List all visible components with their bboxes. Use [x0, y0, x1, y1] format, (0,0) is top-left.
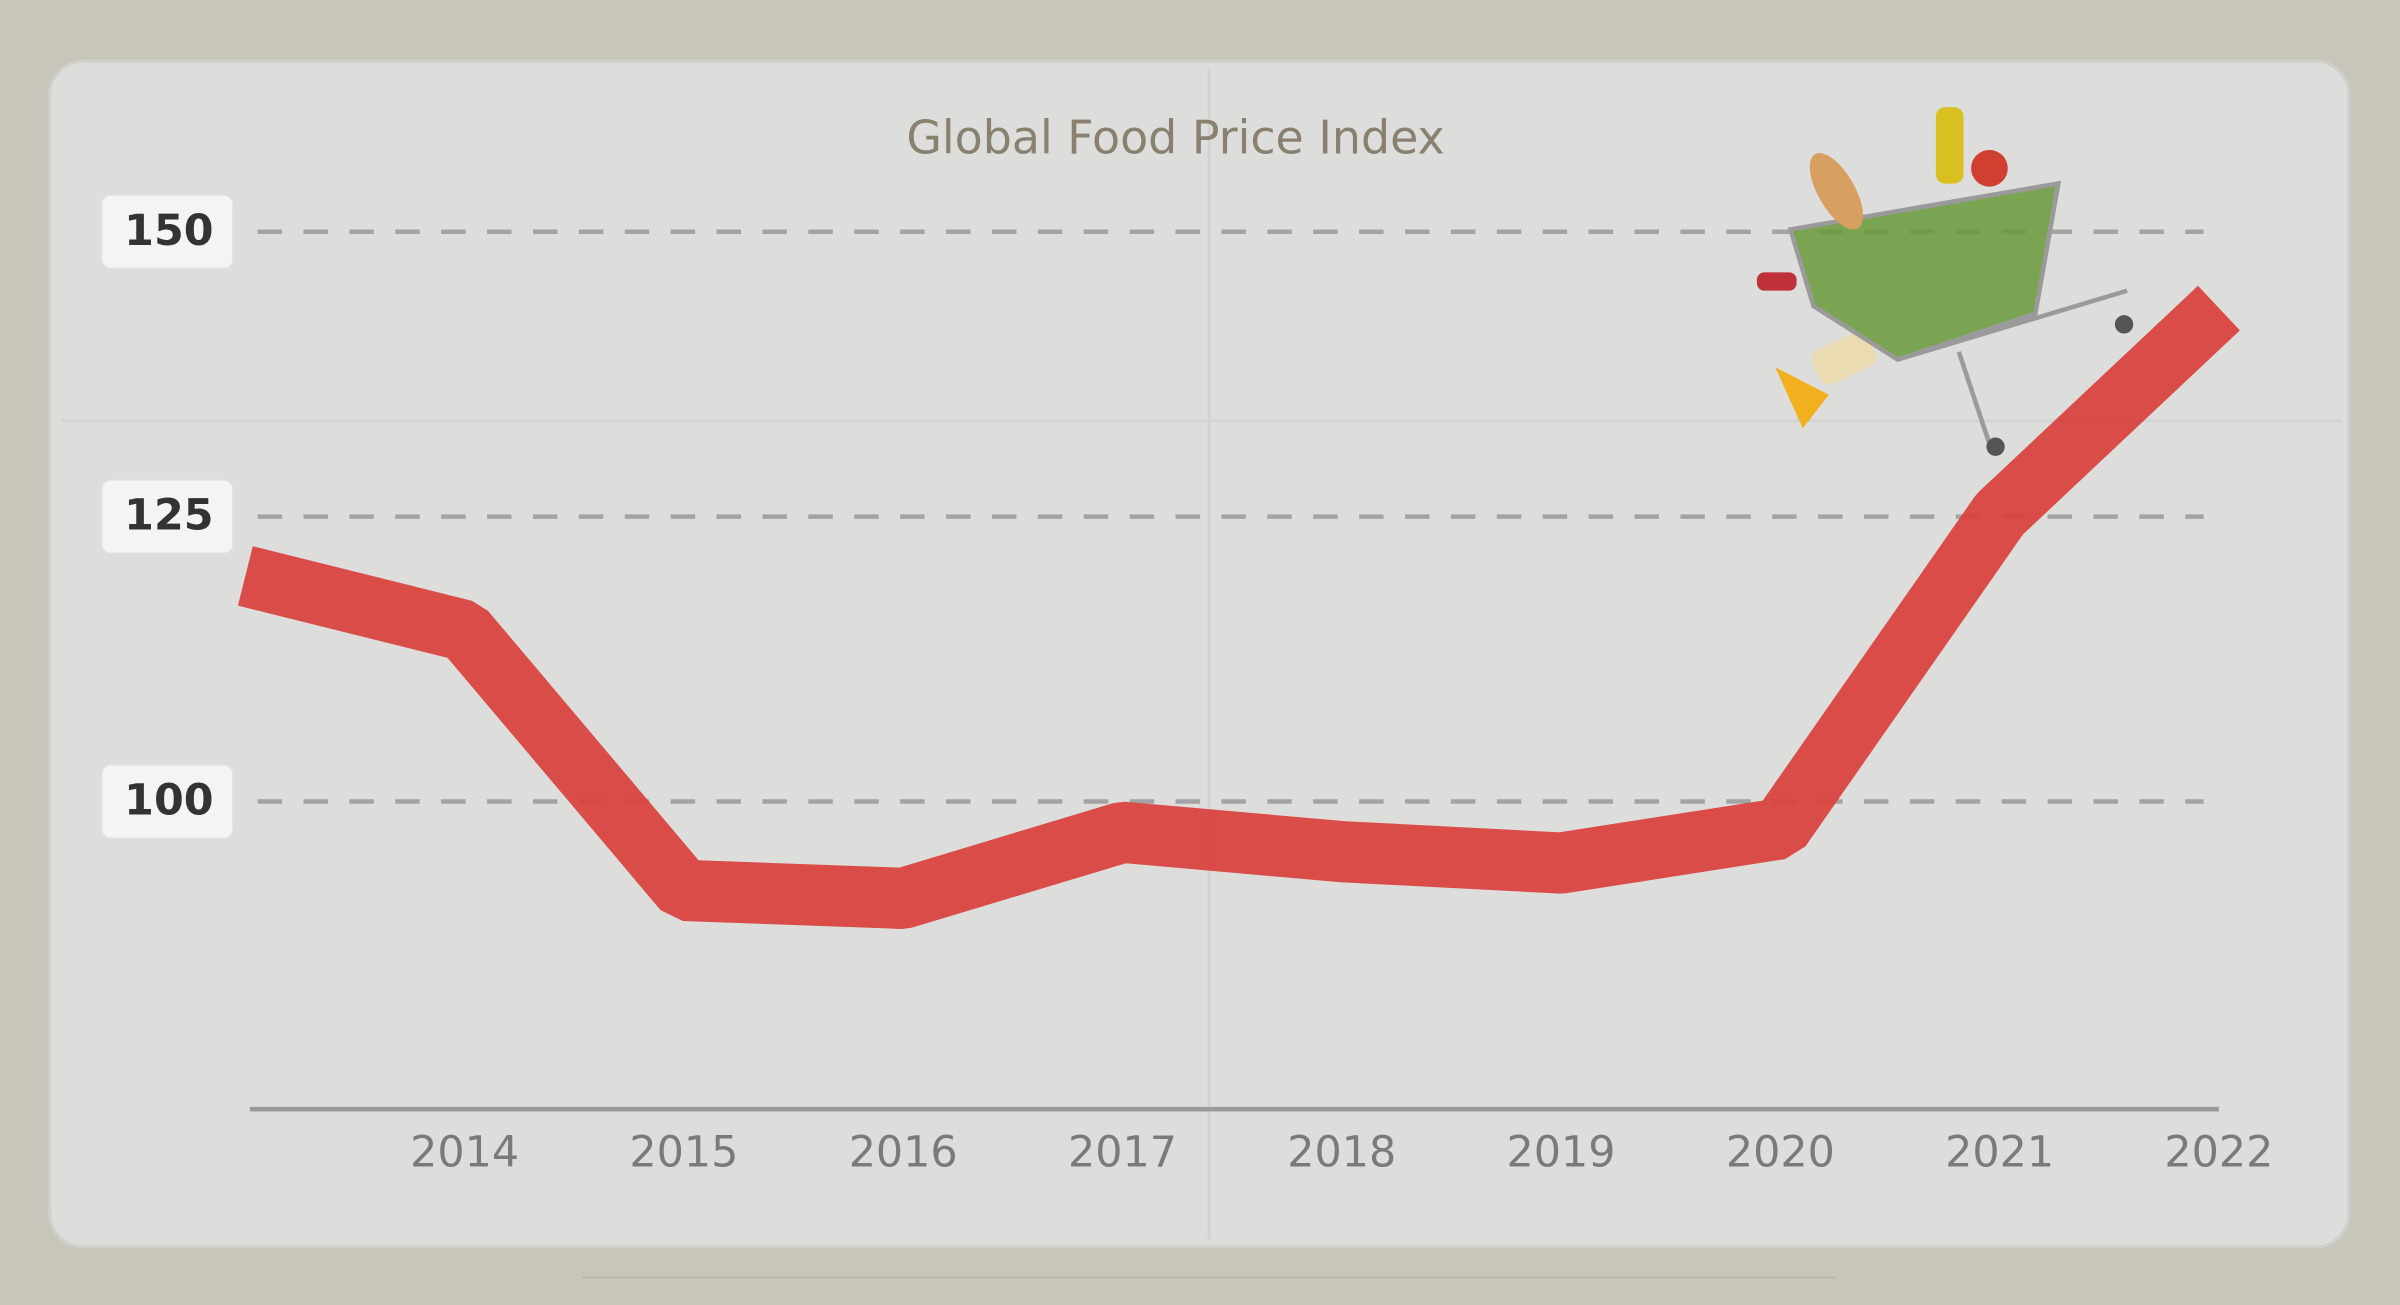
tick-label-bg: [100, 194, 234, 270]
x-tick-label: 2022: [2164, 1128, 2273, 1178]
line: [237, 285, 2240, 929]
chart-title: Global Food Price Index: [906, 110, 1444, 164]
x-tick-label: 2020: [1726, 1128, 1835, 1178]
x-tick-label: 2015: [629, 1128, 738, 1178]
shopping-cart-illustration: [1756, 107, 2134, 456]
y-tick-label: 150: [124, 206, 213, 256]
x-tick-label: 2017: [1068, 1128, 1177, 1178]
tick-label-bg: [100, 764, 234, 839]
tick-label-bg: [100, 479, 234, 555]
y-tick-label: 100: [124, 776, 213, 826]
x-tick-label: 2019: [1507, 1128, 1616, 1178]
x-tick-label: 2021: [1945, 1128, 2054, 1178]
y-tick-label: 125: [124, 491, 213, 541]
x-tick-label: 2016: [849, 1128, 958, 1178]
x-tick-label: 2018: [1287, 1128, 1396, 1178]
x-tick-label: 2014: [410, 1128, 519, 1178]
card: [47, 59, 2351, 1249]
